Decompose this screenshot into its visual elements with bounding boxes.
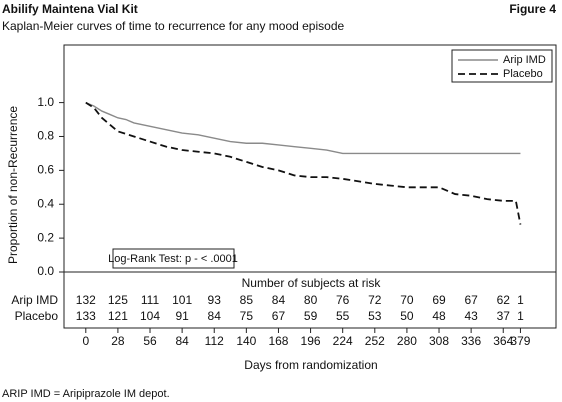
legend-box — [451, 49, 553, 83]
risk-count: 84 — [272, 293, 286, 307]
risk-count: 72 — [368, 293, 382, 307]
risk-count: 59 — [304, 309, 318, 323]
risk-count: 1 — [517, 309, 524, 323]
x-tick-label: 140 — [236, 334, 256, 348]
risk-count: 43 — [464, 309, 478, 323]
chart-title: Abilify Maintena Vial Kit — [2, 2, 138, 16]
x-tick-label: 336 — [461, 334, 481, 348]
x-tick-label: 364 — [493, 334, 513, 348]
risk-count: 67 — [272, 309, 286, 323]
risk-count: 133 — [76, 309, 96, 323]
x-tick-label: 224 — [333, 334, 353, 348]
risk-table-title: Number of subjects at risk — [242, 276, 382, 290]
figure-label: Figure 4 — [509, 2, 556, 16]
km-curve — [85, 101, 521, 155]
y-tick-label: 0.2 — [37, 230, 54, 244]
risk-count: 84 — [208, 309, 222, 323]
y-tick-label: 1.0 — [37, 95, 54, 109]
risk-count: 67 — [464, 293, 478, 307]
x-tick-label: 112 — [205, 334, 224, 348]
risk-count: 69 — [432, 293, 446, 307]
x-tick-label: 280 — [397, 334, 417, 348]
risk-count: 80 — [304, 293, 318, 307]
risk-count: 91 — [175, 309, 189, 323]
x-tick-label: 56 — [143, 334, 157, 348]
x-tick-label: 168 — [268, 334, 288, 348]
plot-frame — [63, 44, 557, 329]
x-tick-label: 196 — [301, 334, 321, 348]
risk-count: 48 — [432, 309, 446, 323]
risk-row-label: Placebo — [15, 309, 59, 323]
risk-count: 111 — [141, 293, 160, 307]
risk-count: 101 — [172, 293, 192, 307]
annotation: Log-Rank Test: p - < .0001 — [108, 253, 238, 265]
x-tick-label: 84 — [175, 334, 189, 348]
y-tick-label: 0.8 — [37, 129, 54, 143]
x-axis-label: Days from randomization — [244, 358, 377, 372]
risk-count: 132 — [76, 293, 96, 307]
y-tick-label: 0.0 — [37, 264, 54, 278]
risk-count: 50 — [400, 309, 414, 323]
x-tick-label: 379 — [510, 334, 530, 348]
risk-count: 62 — [497, 293, 511, 307]
legend-label: Placebo — [503, 68, 543, 80]
y-tick-label: 0.4 — [37, 196, 54, 210]
risk-row-label: Arip IMD — [11, 293, 58, 307]
x-tick-label: 28 — [111, 334, 125, 348]
risk-count: 75 — [240, 309, 254, 323]
legend-label: Arip IMD — [503, 54, 546, 66]
footnote: ARIP IMD = Aripiprazole IM depot. — [2, 388, 170, 400]
risk-count: 70 — [400, 293, 414, 307]
risk-count: 104 — [140, 309, 160, 323]
y-tick-label: 0.6 — [37, 163, 54, 177]
risk-count: 1 — [517, 293, 524, 307]
annotation-box — [112, 248, 235, 269]
chart-subtitle: Kaplan-Meier curves of time to recurrenc… — [2, 19, 344, 33]
risk-count: 93 — [208, 293, 222, 307]
risk-count: 53 — [368, 309, 382, 323]
risk-count: 121 — [108, 309, 128, 323]
x-tick-label: 252 — [365, 334, 385, 348]
risk-count: 76 — [336, 293, 350, 307]
x-tick-label: 308 — [429, 334, 449, 348]
risk-count: 85 — [240, 293, 254, 307]
km-curve — [85, 101, 522, 225]
risk-count: 55 — [336, 309, 350, 323]
risk-count: 125 — [108, 293, 128, 307]
y-axis-label: Proportion of non-Recurrence — [6, 106, 20, 264]
risk-count: 37 — [497, 309, 511, 323]
x-tick-label: 0 — [82, 334, 89, 348]
